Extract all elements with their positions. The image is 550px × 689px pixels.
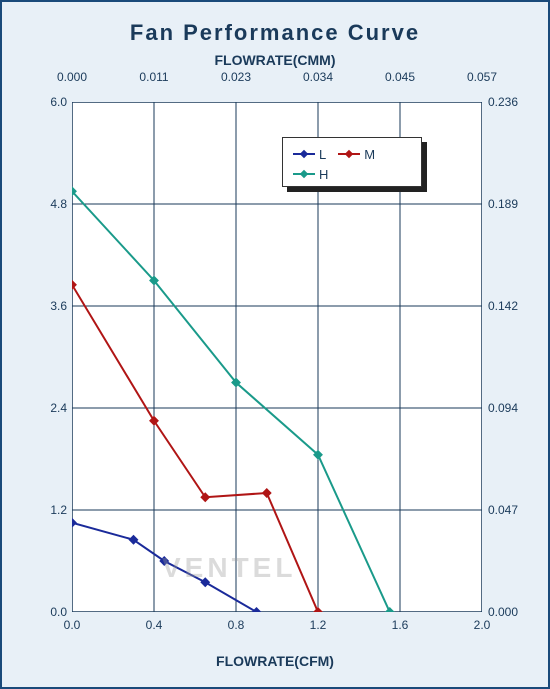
top-axis-label: FLOWRATE(CMM) [2,52,548,68]
axis-tick: 6.0 [37,95,67,109]
axis-tick: 2.0 [474,618,491,632]
axis-tick: 1.2 [310,618,327,632]
legend-label: L [319,147,326,162]
axis-tick: 3.6 [37,299,67,313]
axis-tick: 0.094 [488,401,518,415]
axis-tick: 0.034 [303,70,333,84]
axis-tick: 0.4 [146,618,163,632]
watermark: VENTEL [162,552,296,584]
bottom-axis-label: FLOWRATE(CFM) [2,653,548,669]
legend-label: M [364,147,375,162]
legend-label: H [319,167,328,182]
axis-tick: 0.000 [57,70,87,84]
chart-frame: Fan Performance Curve FLOWRATE(CMM) FLOW… [0,0,550,689]
axis-tick: 2.4 [37,401,67,415]
axis-tick: 0.057 [467,70,497,84]
axis-tick: 0.047 [488,503,518,517]
legend-item-H: H [293,167,328,182]
axis-tick: 1.2 [37,503,67,517]
legend-item-L: L [293,147,326,162]
axis-tick: 0.8 [228,618,245,632]
legend: L M H [282,137,422,187]
axis-tick: 4.8 [37,197,67,211]
axis-tick: 0.023 [221,70,251,84]
axis-tick: 1.6 [392,618,409,632]
axis-tick: 0.045 [385,70,415,84]
axis-tick: 0.011 [139,70,168,84]
axis-tick: 0.0 [37,605,67,619]
axis-tick: 0.189 [488,197,518,211]
legend-item-M: M [338,147,375,162]
axis-tick: 0.236 [488,95,518,109]
axis-tick: 0.142 [488,299,518,313]
chart-title: Fan Performance Curve [2,20,548,46]
axis-tick: 0.0 [64,618,81,632]
axis-tick: 0.000 [488,605,518,619]
